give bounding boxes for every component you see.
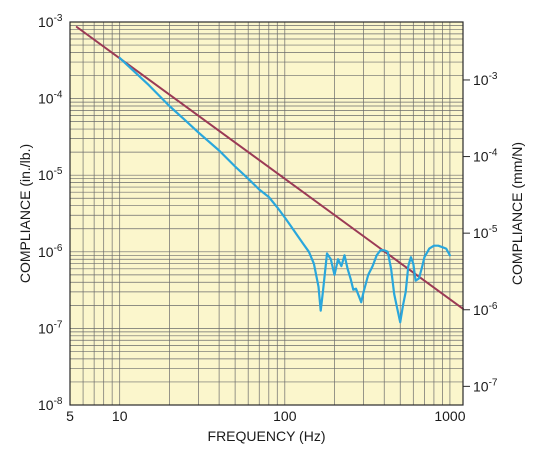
x-tick-label: 100 xyxy=(273,408,297,424)
y-tick-label-left: 10-6 xyxy=(38,243,63,260)
plot-area xyxy=(70,22,463,405)
x-tick-label: 5 xyxy=(66,408,74,424)
y-tick-label-right: 10-5 xyxy=(473,224,498,241)
theory-line xyxy=(75,26,464,310)
x-axis-title: FREQUENCY (Hz) xyxy=(208,428,326,444)
y-tick-label-left: 10-5 xyxy=(38,166,63,183)
y-tick-label-right: 10-7 xyxy=(473,377,498,394)
axis-ticks: 5 10 100 1000 10-8 10-7 10-6 10-5 10-4 10-3 10-7 10… xyxy=(38,13,498,424)
x-tick-label: 1000 xyxy=(434,408,465,424)
y-tick-label-right: 10-3 xyxy=(473,71,498,88)
measured-line xyxy=(118,56,451,324)
y-axis-title-left: COMPLIANCE (in./lb.) xyxy=(17,144,33,283)
grid-lines xyxy=(70,22,463,405)
y-tick-label-left: 10-4 xyxy=(38,90,63,107)
y-tick-label-right: 10-4 xyxy=(473,148,498,165)
plot-frame xyxy=(69,21,464,406)
y-tick-label-left: 10-3 xyxy=(38,13,63,30)
y-axis-title-right: COMPLIANCE (mm/N) xyxy=(509,142,525,285)
y-tick-label-right: 10-6 xyxy=(473,301,498,318)
y-tick-label-left: 10-8 xyxy=(38,396,63,413)
y-tick-label-left: 10-7 xyxy=(38,319,63,336)
x-tick-label: 10 xyxy=(112,408,128,424)
data-series xyxy=(75,26,464,324)
